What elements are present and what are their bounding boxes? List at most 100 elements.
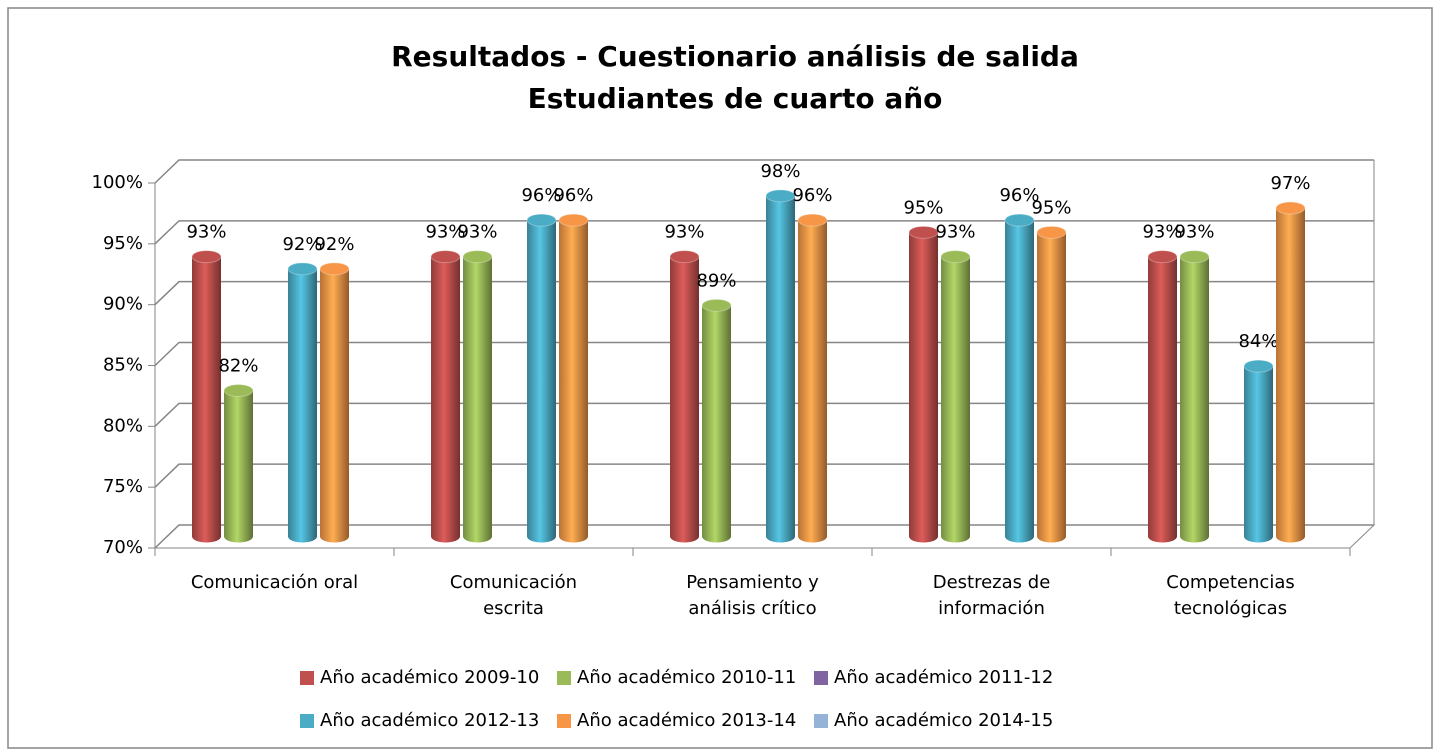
- data-label: 84%: [1238, 331, 1278, 352]
- grid-line: [154, 402, 1374, 427]
- legend-swatch: [814, 714, 828, 728]
- bar-body: [1148, 256, 1177, 543]
- bar-top: [940, 250, 971, 264]
- y-tick-label: 95%: [103, 233, 143, 254]
- bar-body: [559, 220, 588, 543]
- bar-body: [1004, 220, 1034, 543]
- bar-top: [526, 213, 557, 227]
- bar-top: [558, 213, 589, 227]
- bar-body: [1037, 232, 1066, 543]
- data-label: 93%: [186, 222, 226, 243]
- bar-top: [287, 262, 318, 276]
- chart-subtitle: Estudiantes de cuarto año: [528, 82, 943, 115]
- data-label: 93%: [457, 222, 497, 243]
- bar: [558, 213, 589, 543]
- data-label: 92%: [282, 234, 322, 255]
- data-label: 96%: [999, 185, 1039, 206]
- grid-line: [154, 524, 1374, 549]
- bar-top: [430, 250, 461, 264]
- bar-top: [1036, 225, 1067, 239]
- data-label: 96%: [792, 185, 832, 206]
- data-label: 93%: [1174, 222, 1214, 243]
- data-label: 93%: [425, 222, 465, 243]
- legend-swatch: [557, 714, 571, 728]
- bar-top: [1179, 250, 1210, 264]
- chart-title: Resultados - Cuestionario análisis de sa…: [391, 40, 1079, 73]
- bar-body: [463, 256, 492, 543]
- legend-label: Año académico 2013-14: [577, 710, 796, 731]
- bar-body: [941, 256, 970, 543]
- legend-label: Año académico 2009-10: [320, 667, 539, 688]
- bar-body: [798, 220, 827, 543]
- bar-body: [288, 268, 317, 543]
- bar: [1004, 213, 1035, 543]
- bar-top: [319, 262, 350, 276]
- bar-top: [797, 213, 828, 227]
- data-label: 93%: [935, 222, 975, 243]
- y-tick-label: 100%: [92, 172, 143, 193]
- bar: [1147, 250, 1178, 543]
- data-label: 98%: [760, 161, 800, 182]
- bar: [940, 250, 971, 543]
- bar: [191, 250, 222, 543]
- bar-top: [462, 250, 493, 264]
- bar-body: [320, 268, 349, 543]
- bar: [1243, 359, 1274, 543]
- legend-swatch: [300, 714, 314, 728]
- data-label: 96%: [521, 185, 561, 206]
- bar: [287, 262, 318, 543]
- legend-swatch: [557, 671, 571, 685]
- bar-top: [765, 189, 796, 203]
- data-label: 96%: [553, 185, 593, 206]
- bar-body: [1276, 208, 1305, 543]
- bar-body: [431, 256, 460, 543]
- legend-swatch: [814, 671, 828, 685]
- bar: [319, 262, 350, 543]
- data-label: 92%: [314, 234, 354, 255]
- bar: [430, 250, 461, 543]
- grid-line: [154, 463, 1374, 488]
- y-tick-label: 80%: [103, 415, 143, 436]
- legend-label: Año académico 2011-12: [834, 667, 1053, 688]
- legend-label: Año académico 2014-15: [834, 710, 1053, 731]
- y-tick-label: 75%: [103, 476, 143, 497]
- legend-swatch: [300, 671, 314, 685]
- bar-body: [702, 305, 731, 543]
- data-label: 93%: [664, 222, 704, 243]
- bar-top: [1243, 359, 1274, 373]
- bar-body: [527, 220, 556, 543]
- data-label: 95%: [1031, 197, 1071, 218]
- bar-top: [1275, 201, 1306, 215]
- data-label: 93%: [1142, 222, 1182, 243]
- bar-top: [1004, 213, 1035, 227]
- bar-body: [192, 256, 221, 543]
- x-tick-label: Pensamiento y análisis crítico: [686, 572, 819, 619]
- legend-label: Año académico 2010-11: [577, 667, 796, 688]
- x-tick-label: Comunicación oral: [190, 572, 359, 593]
- bar-top: [701, 298, 732, 312]
- x-tick-label: Comunicación escrita: [449, 572, 578, 619]
- bar: [462, 250, 493, 543]
- bar-body: [766, 195, 795, 543]
- bar-top: [1147, 250, 1178, 264]
- grid-line: [154, 280, 1374, 306]
- bar: [1036, 225, 1067, 543]
- bar-body: [909, 232, 938, 543]
- bar-top: [669, 250, 700, 264]
- data-label: 89%: [696, 270, 736, 291]
- legend-label: Año académico 2012-13: [320, 710, 539, 731]
- bar-body: [224, 390, 253, 543]
- grid-line: [154, 341, 1374, 367]
- bar-body: [1244, 366, 1273, 543]
- bar: [1179, 250, 1210, 543]
- grid-line: [154, 220, 1374, 245]
- data-label: 97%: [1270, 173, 1310, 194]
- bar: [765, 189, 796, 543]
- y-tick-label: 70%: [103, 537, 143, 558]
- y-tick-label: 90%: [103, 294, 143, 315]
- bar: [223, 384, 254, 543]
- bar: [908, 225, 939, 543]
- bar-top: [191, 250, 222, 264]
